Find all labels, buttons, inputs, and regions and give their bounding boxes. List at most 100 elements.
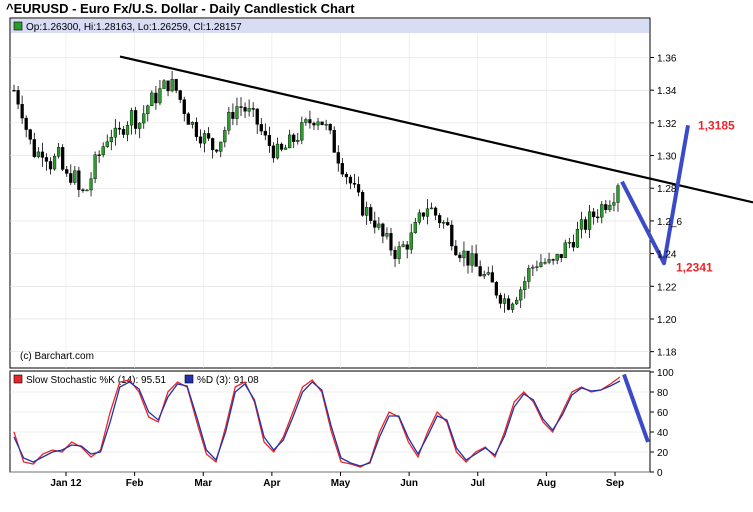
candle-body [567, 242, 571, 244]
candle-body [498, 295, 503, 304]
candle-body [474, 253, 478, 267]
stoch-tick-label: 20 [657, 448, 669, 459]
candle-body [93, 154, 97, 179]
candle-body [206, 133, 211, 139]
candle-body [138, 122, 142, 129]
candle-body [563, 242, 567, 258]
candle-body [288, 134, 292, 149]
candle-body [389, 233, 393, 251]
candle-body [271, 145, 276, 159]
candle-body [393, 249, 397, 259]
candle-body [527, 268, 531, 282]
candle-body [243, 107, 247, 112]
candle-body [592, 211, 596, 218]
stoch-projection-line [622, 373, 650, 443]
price-tick-label: 1.36 [657, 54, 677, 65]
candle-body [150, 92, 154, 107]
candle-body [251, 108, 255, 110]
candle-body [352, 182, 357, 185]
candle-body [320, 121, 324, 125]
candle-body [73, 170, 77, 183]
candle-body [433, 207, 438, 216]
candle-body [202, 133, 207, 144]
candle-body [446, 222, 450, 226]
candle-body [369, 207, 373, 221]
stoch-tick-label: 60 [657, 408, 669, 419]
candle-body [20, 104, 24, 119]
candle-body [328, 124, 332, 131]
candle-body [219, 141, 223, 152]
x-axis-ticks: Jan 12 Feb Mar Apr May Jun Jul Aug Sep [50, 472, 624, 489]
candle-body [97, 154, 101, 156]
candle-body [417, 212, 421, 223]
candle-body [478, 266, 482, 277]
candle-body [616, 185, 620, 203]
candle-body [373, 220, 377, 228]
price-tick-label: 1.18 [657, 348, 677, 359]
candle-body [360, 192, 365, 216]
candle-body [587, 211, 592, 230]
price-tick-label: 1.22 [657, 282, 677, 293]
stoch-d-line [13, 380, 621, 467]
candle-body [292, 134, 296, 142]
candle-body [381, 223, 385, 237]
candle-body [24, 117, 28, 130]
candles [12, 71, 620, 313]
candle-body [40, 151, 45, 158]
candle-body [52, 156, 57, 170]
candle-body [12, 89, 16, 92]
candle-body [134, 110, 138, 129]
stoch-tick-label: 40 [657, 428, 669, 439]
candle-body [600, 204, 604, 218]
candle-body [340, 163, 344, 175]
copyright-text: (c) Barchart.com [20, 351, 94, 362]
candle-body [571, 242, 576, 248]
candle-body [166, 80, 170, 92]
candle-body [506, 298, 511, 310]
candle-body [239, 106, 243, 108]
x-tick-label: Mar [194, 478, 212, 489]
candle-body [519, 289, 523, 301]
candle-body [211, 138, 215, 151]
candle-body [56, 147, 61, 157]
candle-body [247, 108, 251, 112]
x-tick-label: Feb [126, 478, 144, 489]
price-tick-label: 1.32 [657, 119, 677, 130]
candle-body [304, 119, 308, 123]
candle-body [16, 90, 20, 105]
x-tick-label: Sep [606, 478, 624, 489]
candle-body [539, 262, 543, 267]
price-legend-text: Op:1.26300, Hi:1.28163, Lo:1.26259, Cl:1… [26, 22, 242, 33]
candle-body [425, 208, 430, 217]
price-legend-bar [11, 19, 649, 33]
candle-body [231, 111, 235, 119]
stoch-tick-label: 0 [657, 468, 663, 479]
x-tick-label: Jul [471, 478, 486, 489]
candle-body [397, 246, 401, 259]
price-tick-label: 1.28 [657, 184, 677, 195]
candle-body [413, 222, 417, 234]
candle-body [65, 169, 69, 174]
candle-body [466, 250, 470, 266]
x-tick-label: May [331, 478, 351, 489]
stoch-tick-label: 100 [657, 368, 674, 379]
candle-body [109, 137, 113, 143]
candle-body [198, 136, 203, 144]
candle-body [279, 143, 284, 150]
candle-body [129, 110, 134, 126]
candle-body [575, 229, 580, 248]
x-tick-label: Aug [537, 478, 556, 489]
candle-body [510, 303, 515, 310]
candle-body [142, 113, 146, 124]
candle-body [117, 127, 122, 130]
candle-body [490, 272, 494, 283]
candle-body [162, 80, 166, 89]
candle-body [454, 245, 458, 256]
candle-body [604, 204, 608, 210]
candle-body [308, 119, 312, 124]
candle-body [596, 216, 600, 219]
candle-body [344, 174, 349, 178]
candle-body [365, 207, 369, 216]
candle-body [462, 250, 466, 259]
